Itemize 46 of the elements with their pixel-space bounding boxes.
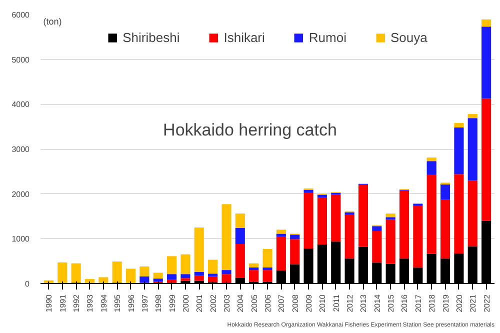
legend-label: Shiribeshi	[122, 30, 180, 45]
x-tick-label: 2022	[482, 294, 492, 312]
x-tick-label: 2017	[414, 294, 423, 312]
x-tick-label: 2011	[332, 294, 341, 312]
y-tick-label: 4000	[12, 100, 30, 110]
x-tick-label: 2000	[181, 294, 190, 312]
x-tick-label: 2020	[454, 294, 464, 312]
legend-label: Rumoi	[308, 30, 346, 45]
x-tick-label: 2019	[441, 294, 450, 312]
x-tick-label: 1996	[126, 294, 136, 312]
annotation: Hokkaido herring catch	[163, 120, 337, 140]
x-tick-label: 1992	[72, 294, 82, 312]
x-tick-label: 2005	[250, 294, 259, 312]
x-tick-label: 2015	[386, 294, 396, 312]
x-tick-label: 2009	[304, 294, 314, 312]
x-tick-label: 2008	[290, 294, 300, 312]
x-tick-label: 2003	[222, 294, 232, 312]
y-tick-label: 2000	[12, 190, 30, 199]
x-tick-label: 2012	[346, 294, 355, 312]
y-tick-label: 1000	[12, 234, 30, 244]
x-tick-label: 2013	[359, 294, 368, 312]
x-tick-label: 2010	[318, 294, 328, 312]
legend-label: Souya	[390, 30, 428, 45]
x-tick-label: 1993	[86, 294, 95, 312]
x-tick-label: 2018	[428, 294, 437, 312]
y-tick-label: 6000	[12, 10, 30, 20]
y-tick-label: 0	[25, 280, 30, 288]
x-tick-label: 2004	[236, 294, 246, 312]
x-tick-label: 1998	[154, 294, 164, 312]
x-tick-label: 2001	[195, 294, 204, 312]
x-tick-label: 2002	[208, 294, 218, 312]
x-tick-label: 2014	[372, 294, 382, 312]
x-tick-label: 1990	[44, 294, 54, 312]
x-tick-label: 1999	[168, 294, 177, 312]
x-tick-label: 1997	[140, 294, 150, 312]
x-tick-label: 2006	[264, 294, 272, 312]
y-axis-title: (ton)	[43, 16, 62, 26]
y-tick-label: 3000	[12, 145, 30, 154]
x-tick-label: 1995	[113, 294, 122, 312]
x-tick-label: 2021	[468, 294, 478, 312]
x-tick-label: 1991	[58, 294, 68, 312]
legend-label: Ishikari	[224, 30, 265, 45]
x-tick-label: 2007	[277, 294, 286, 312]
y-tick-label: 5000	[12, 55, 30, 64]
x-tick-label: 1994	[99, 294, 108, 312]
x-tick-label: 2016	[400, 294, 410, 312]
